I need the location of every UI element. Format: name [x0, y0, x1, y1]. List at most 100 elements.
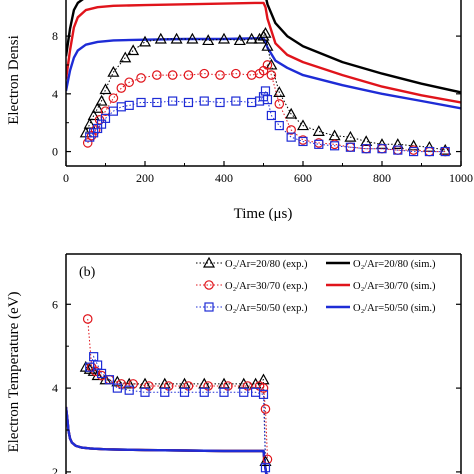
panel-a-plot-area [66, 0, 461, 157]
panel-b-y-axis-title: Electron Temperature (eV) [6, 291, 22, 452]
panel-a-x-tick-label: 0 [63, 171, 69, 185]
legend-exp-marker [202, 256, 216, 268]
legend-sim-label: O₂/Ar=50/50 (sim.) [353, 303, 436, 314]
panel-a-y-tick-label: 0 [52, 145, 58, 159]
panel-a-exp-point [259, 26, 272, 38]
panel-b-y-tick-label: 4 [52, 381, 58, 395]
panel-a-x-tick-label: 600 [294, 171, 312, 185]
panel-a-exp-guide-line-1 [87, 63, 446, 153]
panel-a-exp-point [152, 70, 162, 80]
panel-a-exp-point [265, 58, 278, 70]
panel-a-exp-point [215, 70, 225, 80]
panel-a-exp-point [183, 97, 194, 108]
panel-b-sim-line-5 [66, 406, 269, 474]
panel-a-exp-point [377, 144, 387, 154]
panel-a-x-axis-title: Time (μs) [234, 206, 293, 222]
panel-a-exp-point [312, 125, 325, 136]
panel-a-sim-line-4 [66, 1, 461, 104]
panel-a-axes: 0 4 8 0 200 400 600 800 1000 [52, 0, 473, 185]
legend-exp-label: O₂/Ar=30/70 (exp.) [225, 281, 308, 292]
panel-a-exp-point [266, 110, 276, 121]
panel-a-exp-point [95, 94, 108, 106]
panel-a-exp-point [136, 97, 146, 108]
panel-a-exp-point [217, 32, 231, 44]
legend-sim-label: O₂/Ar=30/70 (sim.) [353, 281, 436, 292]
panel-a-exp-point [391, 138, 404, 149]
panel-a-exp-point [183, 70, 194, 80]
panel-b-exp-guide-line-1 [87, 318, 268, 460]
panel-a-exp-point [116, 83, 127, 93]
panel-a-sim-line-5 [66, 37, 461, 110]
panel-a-exp-point [231, 96, 241, 106]
panel-a-exp-point [100, 113, 111, 123]
legend-sim-label: O₂/Ar=20/80 (sim.) [353, 259, 436, 270]
panel-a-exp-point [274, 99, 285, 109]
panel-a-exp-point [154, 32, 167, 44]
panel-a-exp-point [167, 70, 178, 80]
panel-a-exp-point [170, 32, 183, 44]
panel-a-exp-point [246, 70, 257, 80]
panel-a-exp-guide-line-0 [85, 31, 446, 151]
panel-a-exp-point [245, 32, 258, 44]
panel-a-exp-point [186, 32, 199, 44]
panel-a-exp-point [233, 34, 246, 46]
panel-a-exp-point [90, 125, 101, 135]
panel-a-exp-point [393, 145, 403, 155]
panel-a-exp-point [260, 86, 271, 96]
panel-a-exp-point [314, 139, 324, 149]
panel-a-exp-point [345, 142, 355, 152]
panel-a-exp-point [361, 144, 371, 154]
panel-a-exp-point [116, 102, 126, 112]
panel-a-exp-point [152, 97, 162, 108]
panel-b-exp-point [239, 387, 249, 397]
panel-a-exp-point [286, 125, 296, 135]
panel-a-y-tick-label: 8 [52, 29, 58, 43]
panel-a-exp-point [107, 65, 120, 77]
panel-a-exp-point [119, 51, 132, 63]
panel-b-exp-point [104, 375, 115, 385]
panel-a-exp-point [87, 109, 100, 121]
panel-a-exp-point [344, 130, 357, 142]
legend-exp-label: O₂/Ar=50/50 (exp.) [225, 303, 308, 314]
panel-b-label: (b) [79, 265, 96, 280]
panel-b-exp-point [82, 314, 93, 324]
panel-b-axes: 2 4 6 [52, 253, 462, 474]
panel-b-exp-point [260, 404, 271, 414]
panel-a-exp-point [99, 83, 112, 95]
panel-b-exp-point [160, 387, 170, 397]
panel-a-exp-point [328, 129, 341, 141]
panel-a-exp-point [266, 70, 277, 80]
panel-a-exp-point [215, 97, 225, 108]
panel-b-exp-point [140, 387, 150, 397]
panel-a-exp-point [82, 138, 93, 148]
panel-b-exp-point [179, 387, 190, 397]
panel-b-temperature-chart: 2 4 6 Electron Temperature (eV) (b) O₂/Ar=… [6, 253, 462, 474]
panel-a-exp-point [261, 39, 274, 51]
panel-b-exp-point [124, 385, 134, 395]
panel-a-exp-point [83, 117, 96, 129]
panel-a-y-tick-label: 4 [52, 87, 58, 101]
legend-exp-label: O₂/Ar=20/80 (exp.) [225, 259, 308, 270]
panel-a-exp-point [127, 44, 140, 56]
panel-b-sim-line-3 [66, 406, 269, 474]
panel-b-exp-point [112, 383, 122, 393]
panel-a-exp-point [136, 73, 146, 83]
panel-a-exp-point [199, 96, 209, 106]
panel-a-exp-point [91, 102, 104, 113]
panel-b-exp-point [219, 387, 229, 397]
panel-a-exp-point [285, 107, 298, 119]
panel-b-exp-point [96, 368, 107, 379]
panel-a-sim-line-3 [66, 0, 461, 94]
panel-a-exp-point [273, 86, 286, 97]
panel-a-exp-point [439, 143, 452, 155]
panel-a-x-tick-label: 200 [136, 171, 154, 185]
panel-a-exp-point [262, 60, 273, 70]
panel-b-plot-area [66, 314, 273, 474]
panel-b-exp-point [199, 387, 209, 397]
panel-a-y-axis-title: Electron Densi [6, 35, 22, 125]
panel-a-exp-point [262, 94, 273, 105]
panel-a-exp-point [124, 77, 134, 88]
panel-a-density-chart: 0 4 8 0 200 400 600 800 1000 Electron Densi Time… [6, 0, 473, 222]
panel-a-exp-point [274, 120, 284, 131]
